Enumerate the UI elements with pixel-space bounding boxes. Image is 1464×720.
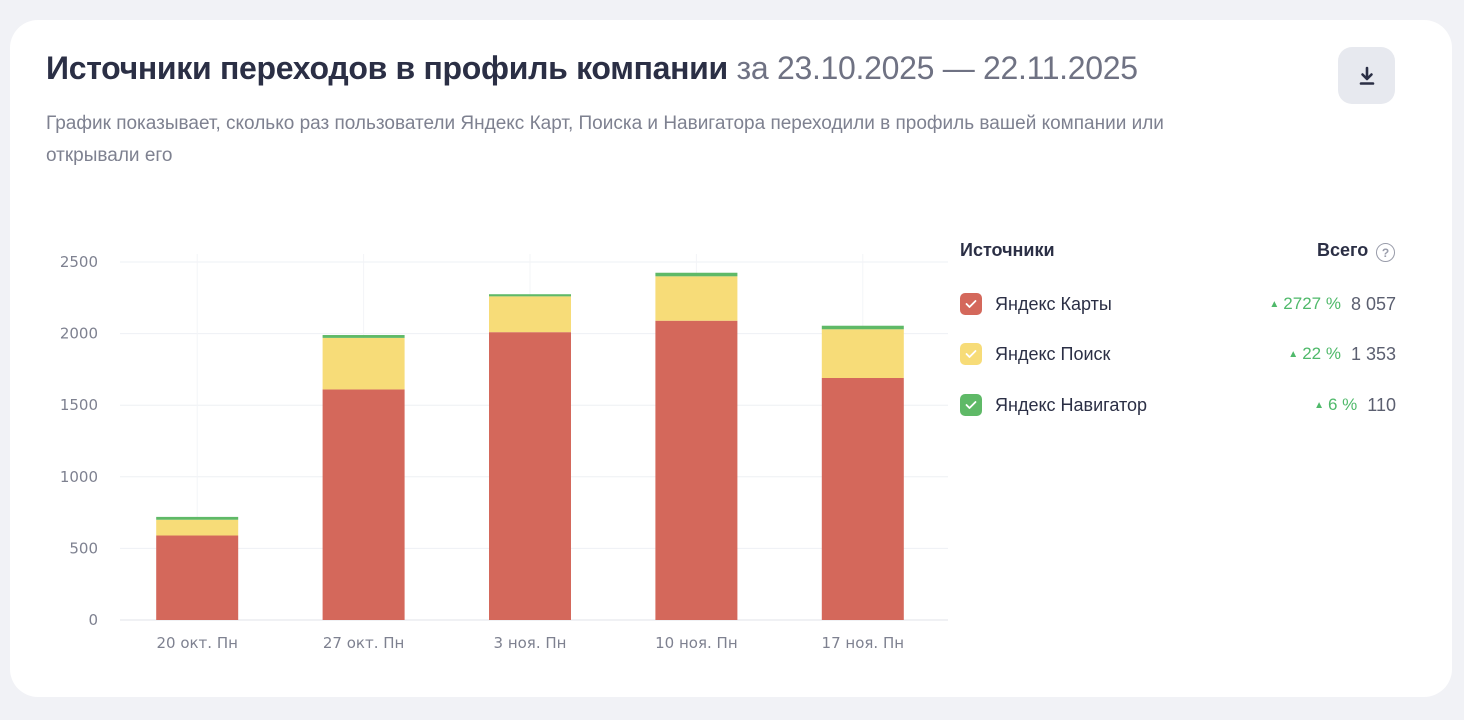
bar-segment[interactable]	[322, 337, 405, 390]
legend-item[interactable]: Яндекс Карты ▲ 2727 % 8 057	[960, 290, 1396, 318]
page-title: Источники переходов в профиль компании з…	[46, 50, 1138, 87]
legend-item-total: 1 353	[1350, 343, 1396, 364]
check-icon	[965, 350, 977, 358]
bar-segment[interactable]	[489, 296, 571, 333]
bar-segment[interactable]	[655, 272, 738, 277]
y-tick-label: 2500	[60, 253, 98, 271]
legend-item[interactable]: Яндекс Навигатор ▲ 6 % 110	[960, 391, 1396, 419]
y-tick-label: 500	[69, 539, 98, 557]
bar-segment[interactable]	[821, 329, 904, 378]
bar-segment[interactable]	[156, 519, 239, 536]
x-tick-label: 20 окт. Пн	[156, 634, 237, 652]
legend-sources-header: Источники	[960, 240, 1055, 260]
check-icon	[965, 300, 977, 308]
legend-checkbox[interactable]	[960, 293, 982, 315]
bar-segment[interactable]	[489, 294, 571, 297]
bar-segment[interactable]	[489, 332, 571, 620]
y-tick-label: 0	[88, 611, 98, 629]
x-tick-label: 3 ноя. Пн	[494, 634, 567, 652]
bar-segment[interactable]	[156, 516, 239, 520]
legend-item-name: Яндекс Поиск	[995, 343, 1111, 364]
title-period: за 23.10.2025 — 22.11.2025	[736, 50, 1138, 86]
y-tick-label: 1000	[60, 468, 98, 486]
growth-up-icon: ▲	[1288, 348, 1299, 360]
y-tick-label: 1500	[60, 396, 98, 414]
x-axis-labels: 20 окт. Пн 27 окт. Пн 3 ноя. Пн 10 ноя. Пн 1…	[156, 634, 904, 652]
y-axis-labels: 0 500 1000 1500 2000 2500	[60, 253, 98, 629]
legend-item-growth: ▲ 22 %	[1288, 344, 1341, 363]
growth-up-icon: ▲	[1269, 298, 1280, 310]
growth-up-icon: ▲	[1314, 399, 1324, 411]
x-tick-label: 27 окт. Пн	[323, 634, 404, 652]
legend-checkbox[interactable]	[960, 343, 982, 365]
y-tick-label: 2000	[60, 325, 98, 343]
download-icon	[1359, 66, 1374, 85]
check-icon	[965, 401, 977, 409]
bar-segment[interactable]	[156, 535, 239, 620]
bar-segment[interactable]	[821, 325, 904, 330]
legend-item[interactable]: Яндекс Поиск ▲ 22 % 1 353	[960, 340, 1396, 368]
legend-item-total: 110	[1367, 394, 1396, 415]
bar-segment[interactable]	[821, 377, 904, 620]
legend-total-header: Всего	[1317, 240, 1369, 260]
legend-item-growth: ▲ 6 %	[1314, 395, 1358, 414]
bar-segment[interactable]	[655, 320, 738, 620]
download-button[interactable]	[1338, 47, 1395, 104]
bar-segment[interactable]	[655, 276, 738, 321]
legend-item-growth: ▲ 2727 %	[1269, 294, 1341, 313]
legend-checkbox[interactable]	[960, 394, 982, 416]
bars	[156, 272, 904, 620]
legend-item-total: 8 057	[1350, 293, 1396, 314]
question-icon[interactable]: ?	[1376, 243, 1395, 262]
x-tick-label: 10 ноя. Пн	[655, 634, 738, 652]
title-text: Источники переходов в профиль компании	[46, 50, 728, 86]
x-tick-label: 17 ноя. Пн	[822, 634, 905, 652]
legend-item-name: Яндекс Карты	[995, 293, 1112, 314]
bar-segment[interactable]	[322, 335, 405, 338]
bar-segment[interactable]	[322, 389, 405, 620]
stacked-bar-chart: 0 500 1000 1500 2000 2500 20 окт. Пн 27 окт. П…	[60, 253, 948, 652]
chart-description: График показывает, сколько раз пользоват…	[46, 113, 1164, 166]
legend-item-name: Яндекс Навигатор	[995, 394, 1148, 415]
